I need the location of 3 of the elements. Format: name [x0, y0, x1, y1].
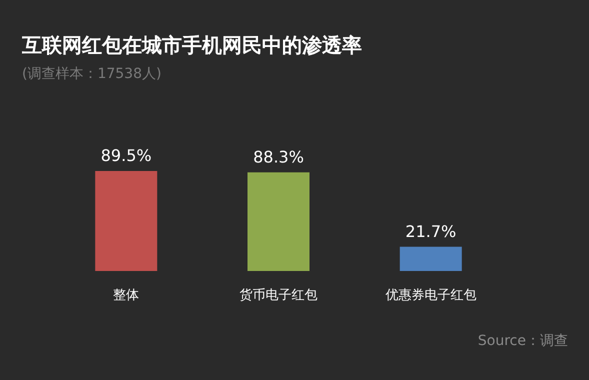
annotation: Source：调查	[478, 333, 568, 349]
subtitle: (调查样本：17538人)	[22, 66, 162, 82]
title: 互联网红包在城市手机网民中的渗透率	[22, 33, 362, 57]
